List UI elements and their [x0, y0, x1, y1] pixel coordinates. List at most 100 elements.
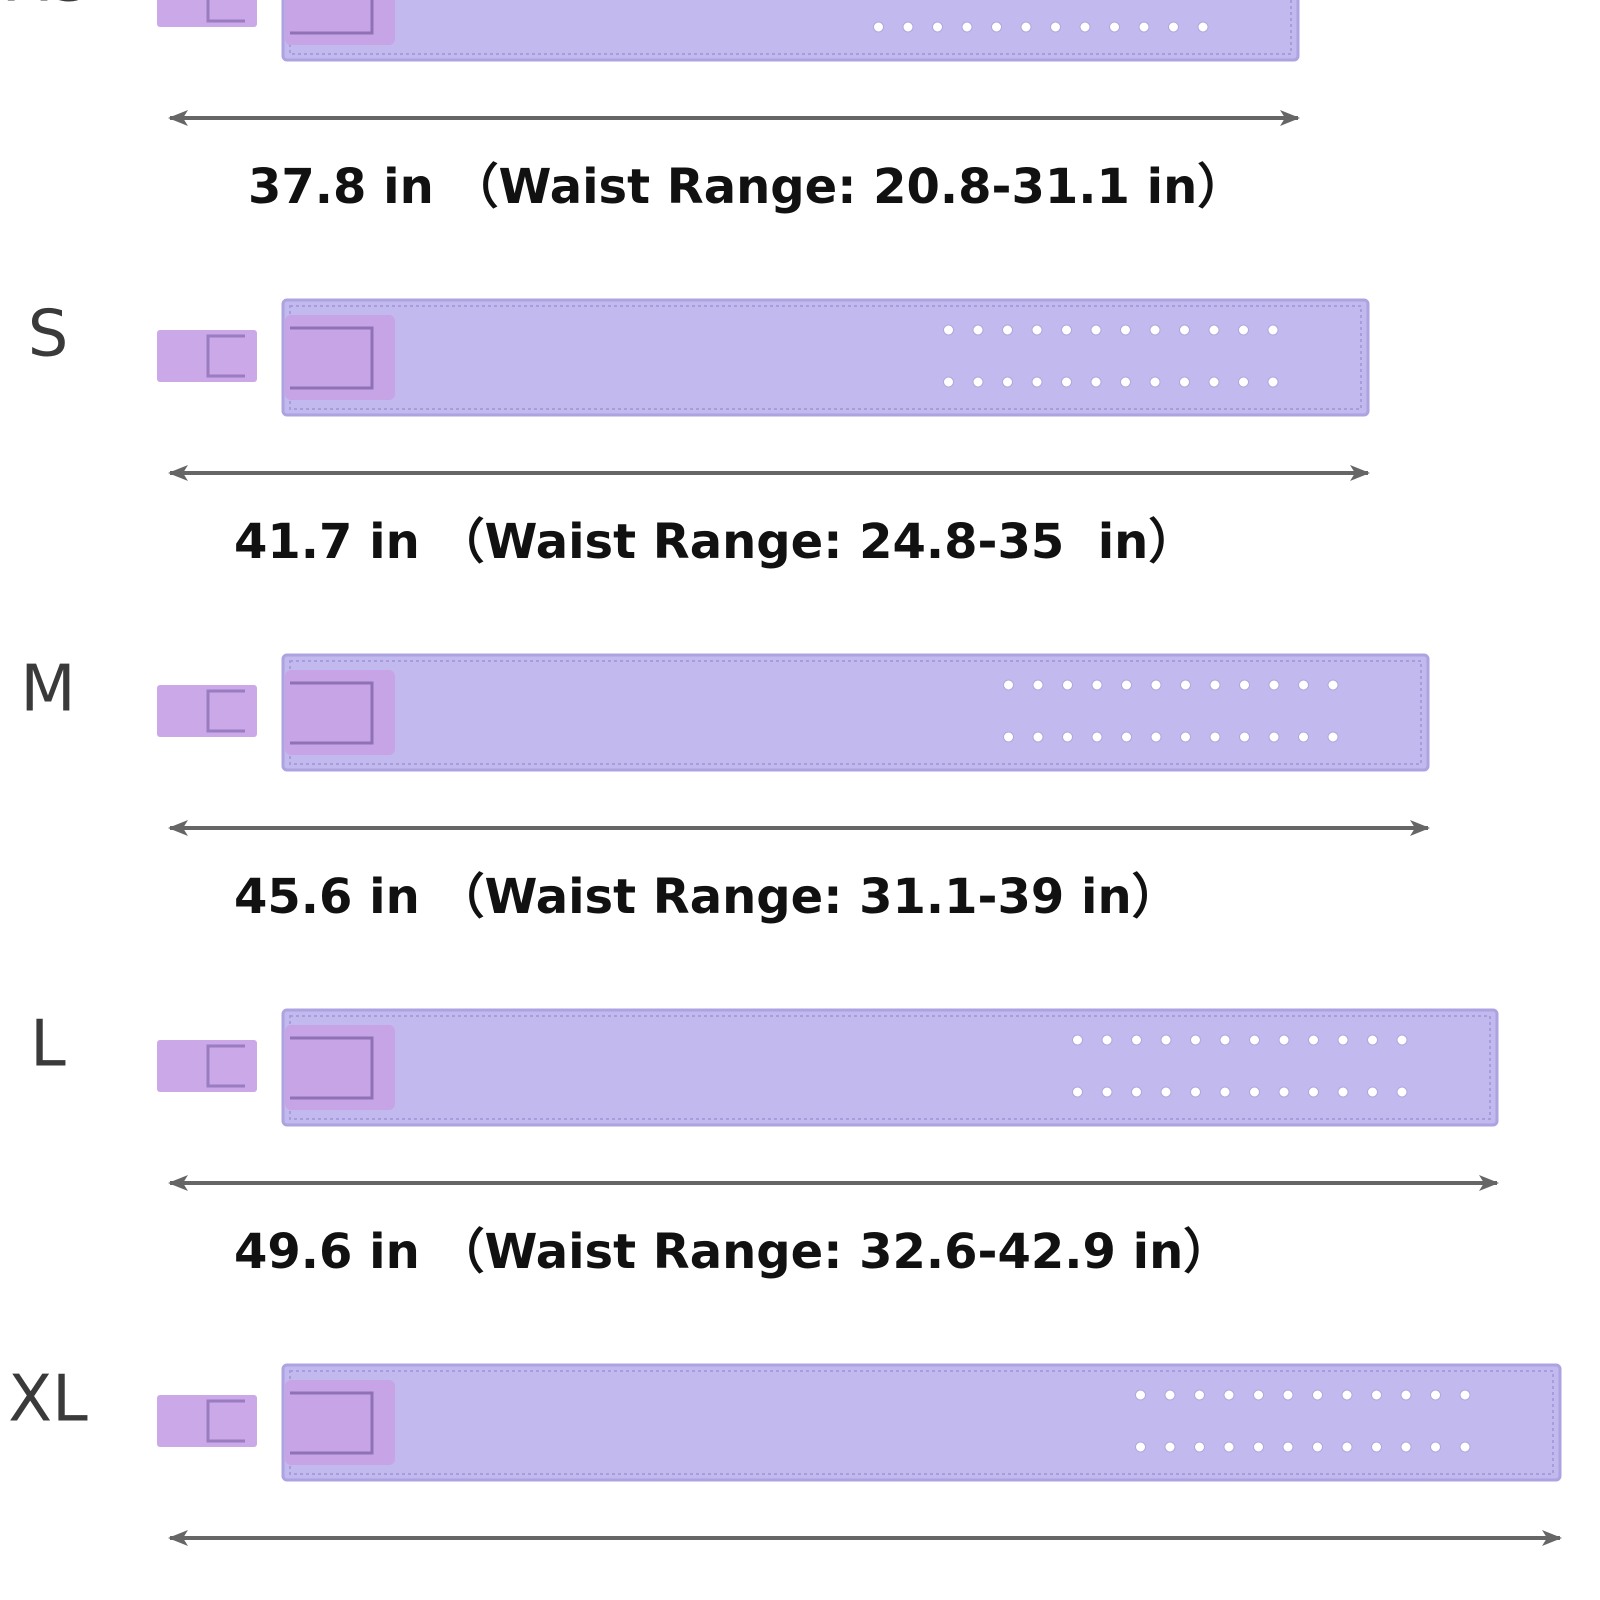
belt-hole	[1190, 1034, 1201, 1046]
belt-hole	[1061, 376, 1072, 388]
belt-hole	[1135, 1441, 1146, 1453]
belt-hole	[1002, 324, 1013, 336]
belt-hole	[1400, 1389, 1412, 1401]
belt-strap	[281, 1008, 1499, 1127]
belt-hole	[1072, 1034, 1083, 1046]
buckle-loop	[206, 0, 245, 23]
belt-hole	[1121, 731, 1132, 743]
belt-stitch	[289, 1370, 1554, 1475]
belt-hole	[1341, 1389, 1353, 1401]
belt-hole	[1062, 731, 1073, 743]
belt-hole	[932, 21, 943, 33]
belt-hole	[1298, 679, 1309, 691]
belt-hole	[1430, 1441, 1441, 1453]
belt-hole	[1253, 1389, 1264, 1401]
belt-hole	[1061, 324, 1072, 336]
belt-hole	[1367, 1034, 1378, 1046]
belt-hole	[943, 324, 954, 336]
belt-hole	[1031, 376, 1043, 388]
belt-hole	[1238, 324, 1249, 336]
belt-hole	[1091, 731, 1103, 743]
belt-hole	[1312, 1441, 1323, 1453]
belt-hole	[1219, 1034, 1231, 1046]
belt-hole	[1268, 731, 1280, 743]
belt-hole	[1160, 1034, 1172, 1046]
size-row: L 49.6 in （Waist Range: 32.6-42.9 in）	[30, 1008, 1499, 1280]
belt-hole	[1400, 1441, 1412, 1453]
belt-hole	[1135, 1389, 1146, 1401]
buckle-loop	[206, 1399, 245, 1443]
belt-hole	[1194, 1441, 1205, 1453]
belt-hole	[1101, 1034, 1113, 1046]
size-row: M 45.6 in （Waist Range: 31.1-39 in）	[20, 653, 1430, 925]
size-row: XL	[8, 1363, 1562, 1546]
belt-hole	[1267, 376, 1279, 388]
buckle-tongue	[290, 1036, 374, 1100]
belt-hole	[1267, 324, 1279, 336]
buckle-front	[285, 1380, 395, 1465]
belt-hole	[1194, 1389, 1205, 1401]
belt-hole	[1032, 731, 1044, 743]
belt-hole	[1223, 1389, 1235, 1401]
belt-hole	[1459, 1441, 1471, 1453]
belt-hole	[1168, 21, 1179, 33]
belt-hole	[1050, 21, 1061, 33]
belt-hole	[1282, 1441, 1294, 1453]
belt-hole	[1079, 21, 1091, 33]
belt-hole	[1396, 1086, 1408, 1098]
belt-hole	[1371, 1389, 1382, 1401]
belt-hole	[1003, 731, 1014, 743]
belt-hole	[1249, 1086, 1260, 1098]
belt-hole	[1109, 21, 1120, 33]
belt-hole	[1197, 21, 1209, 33]
belt-hole	[1131, 1034, 1142, 1046]
belt-hole	[1253, 1441, 1264, 1453]
buckle-loop	[206, 1044, 245, 1088]
belt-hole	[1327, 679, 1339, 691]
belt-hole	[1072, 1086, 1083, 1098]
belt-hole	[1101, 1086, 1113, 1098]
belt-hole	[1179, 324, 1190, 336]
belt-hole	[1208, 324, 1220, 336]
buckle-loop	[206, 689, 245, 733]
size-label: L	[30, 1008, 66, 1082]
belt-hole	[1219, 1086, 1231, 1098]
belt-hole	[1337, 1034, 1349, 1046]
belt-hole	[1090, 324, 1102, 336]
belt-hole	[1150, 731, 1162, 743]
size-label: S	[28, 298, 69, 372]
belt-hole	[1282, 1389, 1294, 1401]
belt-hole	[1298, 731, 1309, 743]
belt-hole	[1341, 1441, 1353, 1453]
buckle-tongue	[290, 681, 374, 745]
belt-hole	[1278, 1086, 1290, 1098]
belt-hole	[1180, 731, 1191, 743]
belt-hole	[1223, 1441, 1235, 1453]
belt-hole	[1327, 731, 1339, 743]
belt-hole	[902, 21, 914, 33]
measurement-label: 41.7 in （Waist Range: 24.8-35 in）	[234, 514, 1196, 570]
belt-hole	[1090, 376, 1102, 388]
belt-hole	[1180, 679, 1191, 691]
belt-hole	[1190, 1086, 1201, 1098]
belt-hole	[1149, 324, 1161, 336]
belt-hole	[1031, 324, 1043, 336]
belt-hole	[1164, 1441, 1176, 1453]
size-label: M	[20, 653, 75, 727]
belt-hole	[1209, 679, 1221, 691]
belt-hole	[1179, 376, 1190, 388]
belt-hole	[1396, 1034, 1408, 1046]
belt-hole	[1278, 1034, 1290, 1046]
belt-hole	[1164, 1389, 1176, 1401]
belt-stitch	[289, 1015, 1491, 1120]
belt-hole	[1149, 376, 1161, 388]
belt-hole	[1308, 1086, 1319, 1098]
buckle-front	[285, 0, 395, 45]
size-row: XS 37.8 in （Waist Range: 20.8-31.1 in）	[6, 0, 1300, 215]
measurement-label: 49.6 in （Waist Range: 32.6-42.9 in）	[234, 1224, 1231, 1280]
size-label: XS	[6, 0, 90, 17]
buckle-tongue	[290, 326, 374, 390]
buckle-tongue	[290, 0, 374, 35]
